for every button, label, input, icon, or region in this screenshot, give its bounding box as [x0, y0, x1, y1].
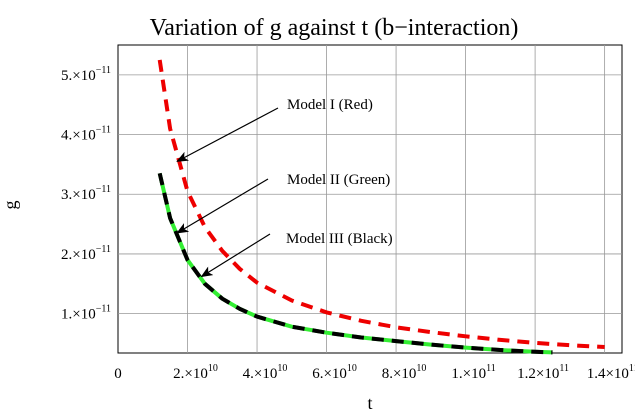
x-tick-label: 1.×1011	[451, 363, 495, 382]
y-tick-label: 5.×10−11	[61, 65, 111, 84]
annotations: Model I (Red) Model II (Green) Model III (…	[176, 97, 393, 278]
annotation-arrow	[176, 107, 279, 162]
x-axis-title: t	[367, 393, 372, 413]
y-tick-label: 4.×10−11	[61, 125, 111, 144]
y-tick-label: 1.×10−11	[61, 304, 111, 323]
series-line-2	[157, 172, 553, 355]
annotation-arrow	[176, 178, 269, 234]
x-tick-label: 6.×1010	[312, 363, 357, 382]
x-tick-label: 8.×1010	[382, 363, 427, 382]
grid	[118, 45, 622, 353]
y-tick-label: 2.×10−11	[61, 244, 111, 263]
plot-area: 0 2.×1010 4.×1010 6.×1010 8.×1010 1.×1011 1.2×…	[61, 44, 635, 382]
series-line-1	[157, 59, 605, 349]
chart-title: Variation of g against t (b−interaction)	[150, 15, 519, 41]
annotation-arrow	[200, 233, 271, 278]
x-tick-label: 2.×1010	[173, 363, 218, 382]
series-line-3	[157, 172, 553, 355]
y-tick-label: 3.×10−11	[61, 184, 111, 203]
y-tick-labels: 1.×10−11 2.×10−11 3.×10−11 4.×10−11 5.×10−11	[61, 65, 111, 323]
x-tick-label: 0	[114, 366, 122, 382]
annotation-label: Model II (Green)	[287, 172, 390, 188]
annotation-label: Model I (Red)	[287, 97, 373, 113]
x-tick-labels: 0 2.×1010 4.×1010 6.×1010 8.×1010 1.×1011 1.2×…	[114, 363, 635, 382]
x-tick-label: 4.×1010	[243, 363, 288, 382]
x-tick-label: 1.4×1011	[587, 363, 635, 382]
plot-frame	[117, 44, 623, 354]
y-axis-title: g	[0, 201, 20, 210]
annotation-label: Model III (Black)	[286, 231, 393, 247]
x-tick-label: 1.2×1011	[517, 363, 569, 382]
series-group	[157, 59, 605, 355]
